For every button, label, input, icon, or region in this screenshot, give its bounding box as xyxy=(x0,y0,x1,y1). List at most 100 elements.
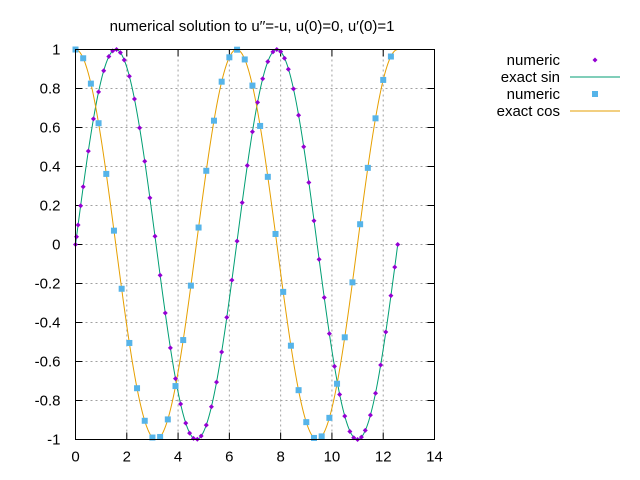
data-point-square xyxy=(203,167,210,174)
data-point-square xyxy=(210,117,217,124)
legend-label: numeric xyxy=(507,52,561,69)
data-point-diamond xyxy=(331,363,337,369)
data-point-diamond xyxy=(285,66,291,72)
data-point-diamond xyxy=(337,391,343,397)
data-point-diamond xyxy=(183,420,189,426)
x-axis: 0 2 4 6 8 10 12 14 xyxy=(71,49,443,466)
data-point-diamond xyxy=(296,112,302,118)
data-point-diamond xyxy=(255,99,261,105)
y-tick-label: -0.6 xyxy=(35,354,61,371)
plot-frame xyxy=(75,49,435,440)
data-point-square xyxy=(280,288,287,295)
data-point-diamond xyxy=(290,86,296,92)
legend-swatch-square xyxy=(592,91,598,97)
grid-lines xyxy=(75,49,435,440)
data-point-diamond xyxy=(90,116,96,122)
y-tick-label: -0.4 xyxy=(35,315,61,332)
data-point-square xyxy=(149,434,156,441)
data-point-square xyxy=(257,122,264,129)
data-point-diamond xyxy=(131,96,137,102)
data-point-diamond xyxy=(117,50,123,56)
data-point-square xyxy=(187,282,194,289)
x-tick-label: 6 xyxy=(225,449,233,466)
data-point-square xyxy=(380,76,387,83)
data-point-diamond xyxy=(214,379,220,385)
x-tick-label: 0 xyxy=(71,449,79,466)
data-point-diamond xyxy=(378,362,384,368)
y-tick-label: 0.6 xyxy=(40,120,61,137)
x-tick-label: 8 xyxy=(276,449,284,466)
data-point-square xyxy=(95,120,102,127)
data-point-square xyxy=(287,342,294,349)
y-tick-label: -0.8 xyxy=(35,393,61,410)
data-point-diamond xyxy=(80,184,86,190)
data-point-diamond xyxy=(229,277,235,283)
data-point-square xyxy=(110,227,117,234)
data-point-diamond xyxy=(306,179,312,185)
data-point-diamond xyxy=(326,331,332,337)
data-point-square xyxy=(264,173,271,180)
data-point-diamond xyxy=(173,376,179,382)
data-point-square xyxy=(372,115,379,122)
data-point-diamond xyxy=(78,203,84,209)
data-point-square xyxy=(141,417,148,424)
data-point-diamond xyxy=(281,55,287,61)
data-point-square xyxy=(195,224,202,231)
data-point-diamond xyxy=(178,401,184,407)
data-point-diamond xyxy=(198,433,204,439)
data-point-square xyxy=(157,433,164,440)
data-point-diamond xyxy=(208,404,214,410)
data-point-square xyxy=(103,170,110,177)
data-point-diamond xyxy=(316,256,322,262)
data-point-square xyxy=(326,414,333,421)
y-tick-label: -1 xyxy=(47,432,60,449)
data-point-square xyxy=(318,433,325,440)
data-point-diamond xyxy=(373,390,379,396)
legend-label: numeric xyxy=(507,86,561,103)
data-point-square xyxy=(303,419,310,426)
y-tick-label: 0.8 xyxy=(40,81,61,98)
data-point-diamond xyxy=(75,222,81,228)
data-point-square xyxy=(241,56,248,63)
data-point-diamond xyxy=(152,233,158,239)
data-point-diamond xyxy=(347,429,353,435)
legend-swatch-diamond xyxy=(592,57,598,63)
data-point-diamond xyxy=(96,89,102,95)
data-point-diamond xyxy=(244,163,250,169)
data-point-square xyxy=(87,80,94,87)
data-point-diamond xyxy=(142,158,148,164)
data-point-diamond xyxy=(106,54,112,60)
data-point-diamond xyxy=(311,218,317,224)
data-point-diamond xyxy=(342,413,348,419)
data-point-square xyxy=(118,285,125,292)
data-point-square xyxy=(164,416,171,423)
data-point-diamond xyxy=(351,435,357,441)
data-point-diamond xyxy=(167,345,173,351)
data-point-diamond xyxy=(219,349,225,355)
data-point-diamond xyxy=(101,68,107,74)
data-point-square xyxy=(295,387,302,394)
data-point-square xyxy=(310,434,317,441)
data-point-square xyxy=(172,383,179,390)
data-point-square xyxy=(226,54,233,61)
chart-title: numerical solution to u′′=-u, u(0)=0, u′… xyxy=(110,18,395,35)
data-point-square xyxy=(272,230,279,237)
data-point-diamond xyxy=(367,412,373,418)
data-point-diamond xyxy=(249,129,255,135)
data-point-diamond xyxy=(362,427,368,433)
data-point-square xyxy=(349,279,356,286)
x-tick-label: 4 xyxy=(174,449,182,466)
data-point-diamond xyxy=(383,329,389,335)
data-point-diamond xyxy=(162,310,168,316)
x-tick-label: 12 xyxy=(375,449,392,466)
series-line-sin xyxy=(75,48,399,441)
data-point-diamond xyxy=(121,57,127,63)
y-tick-label: 1 xyxy=(52,42,60,59)
data-point-square xyxy=(80,55,87,62)
data-point-square xyxy=(249,82,256,89)
data-point-square xyxy=(180,337,187,344)
data-point-diamond xyxy=(203,422,209,428)
data-point-diamond xyxy=(234,238,240,244)
data-point-diamond xyxy=(239,200,245,206)
data-point-diamond xyxy=(85,148,91,154)
